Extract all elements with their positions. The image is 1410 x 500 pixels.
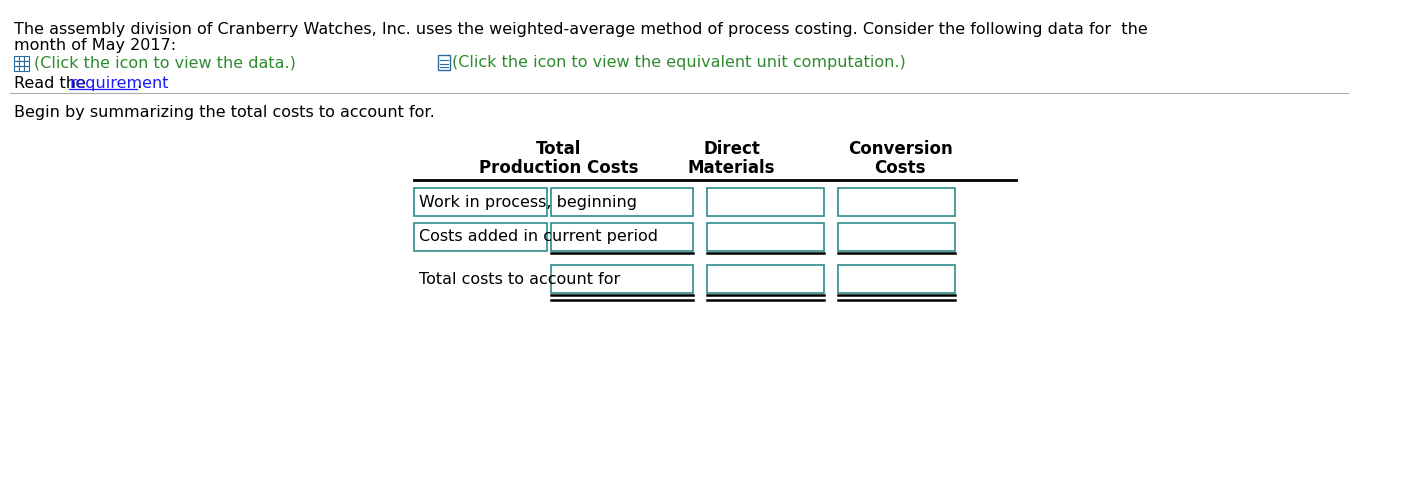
Text: month of May 2017:: month of May 2017: (14, 38, 176, 53)
Text: .: . (137, 76, 142, 91)
Bar (415, 223, 547, 251)
Bar (14, 66, 20, 71)
Bar (838, 265, 955, 293)
Bar (24, 61, 28, 66)
Bar (20, 66, 24, 71)
Text: (Click the icon to view the data.): (Click the icon to view the data.) (34, 56, 296, 70)
Text: Direct: Direct (704, 140, 760, 158)
Bar (706, 265, 823, 293)
Bar (551, 223, 694, 251)
Bar (551, 188, 694, 216)
Text: Materials: Materials (688, 159, 776, 177)
Bar (706, 223, 823, 251)
Text: Conversion: Conversion (847, 140, 953, 158)
Bar (14, 61, 20, 66)
Text: Read the: Read the (14, 76, 92, 91)
Text: Production Costs: Production Costs (478, 159, 639, 177)
Text: Total costs to account for: Total costs to account for (419, 272, 620, 286)
Text: The assembly division of Cranberry Watches, Inc. uses the weighted-average metho: The assembly division of Cranberry Watch… (14, 22, 1148, 37)
Bar (439, 55, 450, 70)
Bar (551, 265, 694, 293)
Text: Work in process, beginning: Work in process, beginning (419, 194, 637, 210)
Bar (20, 56, 24, 61)
Text: Costs added in current period: Costs added in current period (419, 230, 657, 244)
Text: (Click the icon to view the equivalent unit computation.): (Click the icon to view the equivalent u… (453, 56, 907, 70)
Bar (20, 61, 24, 66)
Bar (24, 56, 28, 61)
Text: requirement: requirement (69, 76, 169, 91)
Bar (838, 188, 955, 216)
Text: Costs: Costs (874, 159, 926, 177)
Bar (24, 66, 28, 71)
Bar (415, 188, 547, 216)
Text: Total: Total (536, 140, 581, 158)
Bar (838, 223, 955, 251)
Bar (14, 56, 20, 61)
Text: Begin by summarizing the total costs to account for.: Begin by summarizing the total costs to … (14, 105, 436, 120)
Bar (706, 188, 823, 216)
